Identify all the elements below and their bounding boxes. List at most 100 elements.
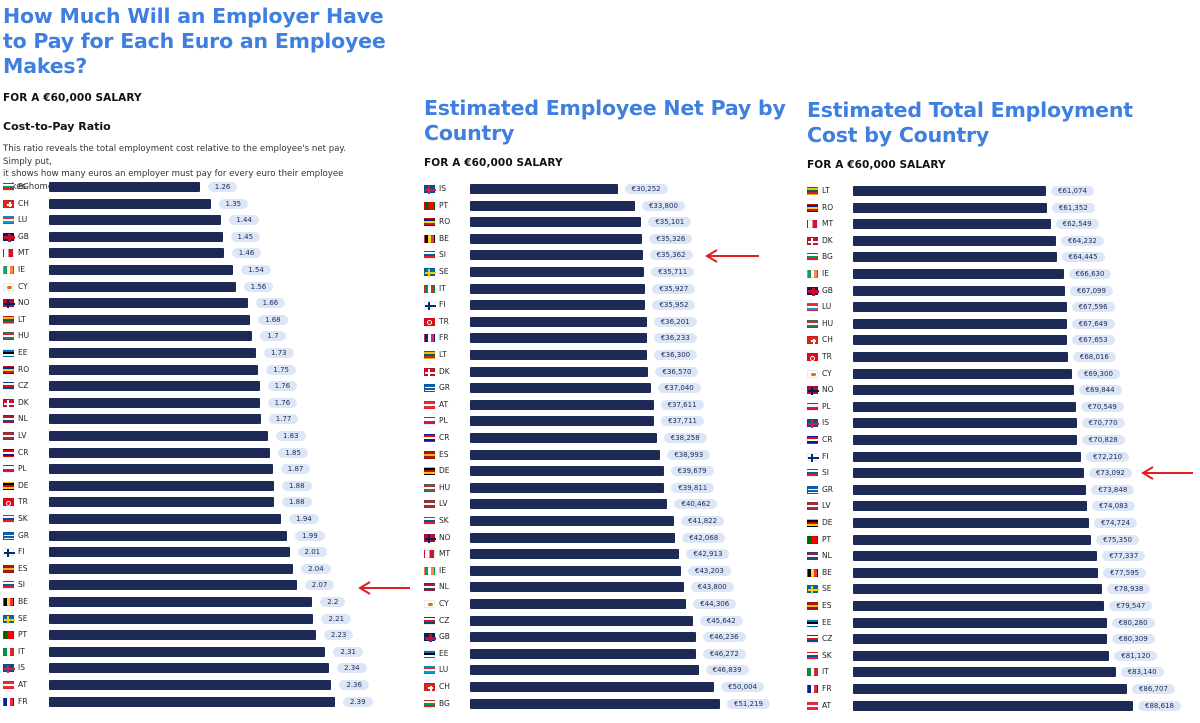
ratio-value-label: 1.56 bbox=[243, 281, 274, 292]
ratio-row-be: BE 2.2 bbox=[3, 594, 403, 610]
net-pay-value-label: €42,068 bbox=[682, 532, 726, 543]
ratio-row-ee: EE 1.73 bbox=[3, 345, 403, 361]
flag-ee-icon bbox=[3, 349, 14, 357]
net-pay-bar bbox=[470, 466, 664, 477]
country-code: CR bbox=[822, 435, 833, 444]
total-cost-value-label: €67,649 bbox=[1071, 318, 1115, 329]
flag-mt-icon bbox=[807, 220, 818, 229]
total-cost-row-is: IS €70,770 bbox=[807, 415, 1197, 431]
country-code: PT bbox=[822, 534, 832, 544]
total-cost-value-label: €78,938 bbox=[1107, 584, 1151, 595]
net-pay-bar bbox=[470, 615, 693, 626]
ratio-bar bbox=[49, 298, 248, 309]
country-code: IT bbox=[439, 283, 446, 293]
net-pay-bar bbox=[470, 300, 646, 311]
ratio-bar bbox=[49, 663, 330, 674]
net-pay-row-be: BE €35,326 bbox=[424, 231, 794, 247]
country-code: CR bbox=[439, 433, 450, 442]
ratio-bar bbox=[49, 248, 224, 259]
net-pay-row-pt: PT €33,800 bbox=[424, 198, 794, 214]
net-pay-bar bbox=[470, 416, 655, 427]
net-pay-bar bbox=[470, 648, 696, 659]
country-code: IS bbox=[439, 184, 446, 193]
country-code: BG bbox=[439, 698, 450, 708]
ratio-bar bbox=[49, 348, 257, 358]
country-code: IT bbox=[18, 646, 25, 656]
net-pay-row-fi: FI €35,952 bbox=[424, 297, 794, 313]
ratio-value-label: 1.35 bbox=[218, 198, 249, 209]
total-cost-row-fr: FR €86,707 bbox=[807, 681, 1197, 697]
flag-it-icon bbox=[3, 647, 14, 656]
flag-ro-icon bbox=[807, 203, 818, 212]
panel-net-pay: Estimated Employee Net Pay by Country FO… bbox=[424, 0, 794, 723]
net-pay-row-si: SI €35,362 bbox=[424, 247, 794, 263]
ratio-value-label: 2.36 bbox=[339, 680, 369, 690]
net-pay-row-it: IT €35,927 bbox=[424, 281, 794, 297]
flag-gr-icon bbox=[424, 384, 436, 393]
flag-hu-icon bbox=[807, 319, 818, 328]
flag-lt-icon bbox=[3, 315, 14, 324]
flag-cr-icon bbox=[424, 434, 435, 442]
country-code: FI bbox=[439, 300, 446, 310]
country-code: AT bbox=[439, 399, 449, 409]
country-code: SK bbox=[439, 516, 449, 525]
ratio-value-label: 1.45 bbox=[230, 231, 261, 242]
ratio-row-nl: NL 1.77 bbox=[3, 411, 403, 427]
flag-dk-icon bbox=[807, 236, 819, 246]
total-cost-bar bbox=[853, 584, 1103, 595]
total-cost-bar bbox=[853, 269, 1064, 279]
ratio-bar bbox=[49, 198, 211, 209]
country-code: GB bbox=[18, 231, 29, 241]
net-pay-bar bbox=[470, 582, 684, 593]
total-cost-value-label: €72,210 bbox=[1086, 451, 1130, 462]
total-cost-row-lt: LT €61,074 bbox=[807, 183, 1197, 199]
flag-bg-icon bbox=[807, 253, 818, 262]
ratio-value-label: 1.26 bbox=[207, 182, 238, 192]
total-cost-bar bbox=[853, 534, 1092, 545]
total-cost-bar bbox=[853, 567, 1099, 578]
flag-se-icon bbox=[424, 268, 436, 277]
net-pay-value-label: €44,306 bbox=[693, 599, 737, 609]
flag-fr-icon bbox=[3, 697, 14, 706]
net-pay-row-fr: FR €36,233 bbox=[424, 330, 794, 346]
flag-lu-icon bbox=[807, 303, 818, 312]
total-cost-bar bbox=[853, 285, 1065, 296]
net-pay-value-label: €33,800 bbox=[641, 200, 685, 211]
flag-cy-icon bbox=[807, 369, 818, 378]
net-pay-row-lt: LT €36,300 bbox=[424, 347, 794, 363]
net-pay-row-tr: TR €36,201 bbox=[424, 314, 794, 330]
arrow-left-chart bbox=[358, 581, 410, 595]
ratio-row-ie: IE 1.54 bbox=[3, 262, 403, 278]
total-cost-value-label: €77,337 bbox=[1102, 551, 1146, 562]
flag-tr-icon bbox=[424, 317, 435, 326]
country-code: BE bbox=[18, 597, 28, 606]
flag-at-icon bbox=[424, 400, 435, 409]
total-cost-row-ch: CH €67,653 bbox=[807, 332, 1197, 348]
ratio-chart: BG 1.26 CH 1.35 LU 1.44 GB 1.45 MT 1.46 IE 1.54 CY 1.… bbox=[3, 179, 403, 719]
total-cost-row-it: IT €83,140 bbox=[807, 664, 1197, 680]
total-cost-value-label: €68,016 bbox=[1072, 352, 1116, 362]
total-cost-bar bbox=[853, 302, 1067, 313]
flag-gb-icon bbox=[3, 232, 15, 242]
total-cost-bar bbox=[853, 700, 1133, 711]
net-pay-bar bbox=[470, 682, 715, 692]
total-cost-value-label: €73,848 bbox=[1091, 484, 1135, 495]
total-cost-row-cz: CZ €80,309 bbox=[807, 631, 1197, 647]
flag-ee-icon bbox=[424, 649, 435, 658]
net-pay-value-label: €35,362 bbox=[649, 250, 693, 261]
total-cost-row-fi: FI €72,210 bbox=[807, 449, 1197, 465]
total-cost-bar bbox=[853, 501, 1088, 512]
net-pay-bar bbox=[470, 532, 676, 543]
ratio-value-label: 2.23 bbox=[323, 630, 354, 641]
net-pay-bar bbox=[470, 499, 668, 510]
flag-ie-icon bbox=[3, 266, 14, 274]
ratio-row-gr: GR 1.99 bbox=[3, 528, 403, 544]
net-pay-value-label: €51,219 bbox=[727, 698, 770, 709]
country-code: CZ bbox=[18, 381, 29, 391]
net-pay-row-lv: LV €40,462 bbox=[424, 496, 794, 512]
country-code: LV bbox=[439, 499, 448, 509]
net-pay-row-at: AT €37,611 bbox=[424, 397, 794, 413]
total-cost-bar bbox=[853, 252, 1057, 263]
total-cost-bar bbox=[853, 684, 1127, 694]
total-cost-value-label: €80,309 bbox=[1111, 634, 1155, 645]
